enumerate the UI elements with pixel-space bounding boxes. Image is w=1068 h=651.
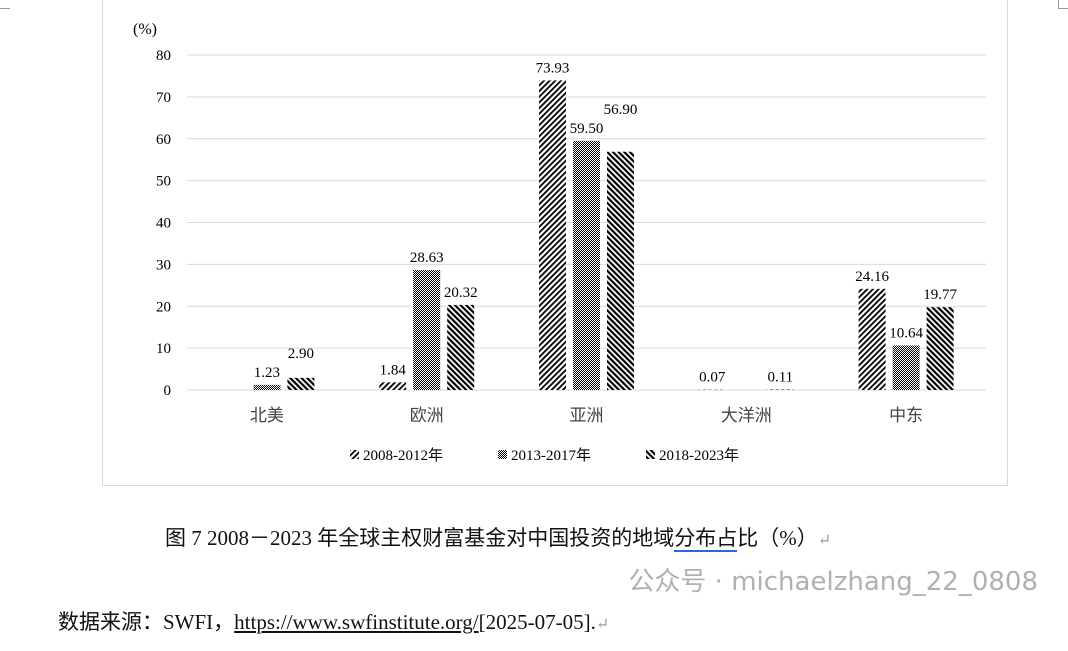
- data-label: 10.64: [889, 325, 923, 341]
- legend-swatch: [350, 450, 359, 459]
- x-tick-label: 中东: [889, 406, 923, 425]
- corner-mark: [1058, 0, 1068, 9]
- legend-swatch: [646, 450, 655, 459]
- bar: [447, 304, 475, 390]
- bar: [413, 270, 441, 390]
- data-label: 59.50: [570, 121, 604, 137]
- y-tick-label: 10: [156, 341, 171, 357]
- source-link[interactable]: https://www.swfinstitute.org/: [234, 610, 479, 634]
- y-tick-label: 60: [156, 132, 171, 148]
- data-label: 56.90: [604, 102, 638, 118]
- y-tick-label: 80: [156, 48, 171, 64]
- x-tick-label: 欧洲: [410, 406, 444, 425]
- bar: [287, 377, 315, 390]
- data-label: 28.63: [410, 250, 444, 266]
- bar: [253, 384, 281, 390]
- y-axis-unit: (%): [133, 21, 157, 38]
- caption-text-end: 比（%）: [737, 526, 818, 550]
- x-tick-label: 亚洲: [570, 406, 604, 425]
- figure-caption: 图 7 2008－2023 年全球主权财富基金对中国投资的地域分布占比（%）↵: [165, 522, 831, 552]
- bar: [539, 80, 566, 390]
- source-line: 数据来源：SWFI，https://www.swfinstitute.org/[…: [58, 606, 609, 636]
- data-label: 1.84: [380, 362, 407, 378]
- source-date: [2025-07-05].: [478, 610, 596, 634]
- caption-text: 图 7 2008－2023 年全球主权财富基金对中国投资的地域: [165, 526, 675, 550]
- bar: [892, 345, 920, 390]
- data-label: 0.07: [699, 370, 726, 386]
- bar: [573, 140, 600, 390]
- bar: [607, 151, 634, 390]
- legend-label: 2008-2012年: [363, 447, 443, 464]
- caption-underlined-text: 分布占: [674, 526, 738, 552]
- bar: [926, 307, 954, 390]
- y-tick-label: 0: [164, 383, 172, 399]
- data-label: 24.16: [855, 269, 889, 285]
- data-label: 20.32: [444, 285, 478, 301]
- legend-swatch: [498, 450, 507, 459]
- watermark: 公众号 · michaelzhang_22_0808: [628, 567, 1038, 597]
- y-tick-label: 70: [156, 90, 171, 106]
- data-label: 0.11: [767, 370, 793, 386]
- bar-chart: 0 10 20 30 40 50 60 70 80 北美 1.23 2.90 欧洲 1.84 28.63 2…: [133, 21, 986, 464]
- y-tick-label: 50: [156, 174, 171, 190]
- data-label: 1.23: [254, 365, 280, 381]
- source-label: 数据来源：SWFI，: [58, 610, 235, 634]
- x-tick-label: 北美: [250, 406, 284, 425]
- y-tick-label: 30: [156, 257, 171, 273]
- data-label: 19.77: [923, 287, 957, 303]
- chart-frame: 0 10 20 30 40 50 60 70 80 北美 1.23 2.90 欧洲 1.84 28.63 2…: [102, 0, 1008, 486]
- corner-mark: [0, 0, 10, 9]
- bar: [379, 382, 407, 390]
- data-label: 2.90: [288, 346, 314, 362]
- y-tick-label: 40: [156, 216, 171, 232]
- bar: [858, 288, 886, 390]
- paragraph-mark: ↵: [817, 532, 832, 549]
- paragraph-mark: ↵: [595, 616, 610, 633]
- x-tick-label: 大洋洲: [721, 406, 772, 425]
- legend-label: 2018-2023年: [659, 447, 739, 464]
- legend-label: 2013-2017年: [511, 447, 591, 464]
- y-tick-label: 20: [156, 299, 171, 315]
- data-label: 73.93: [536, 60, 570, 76]
